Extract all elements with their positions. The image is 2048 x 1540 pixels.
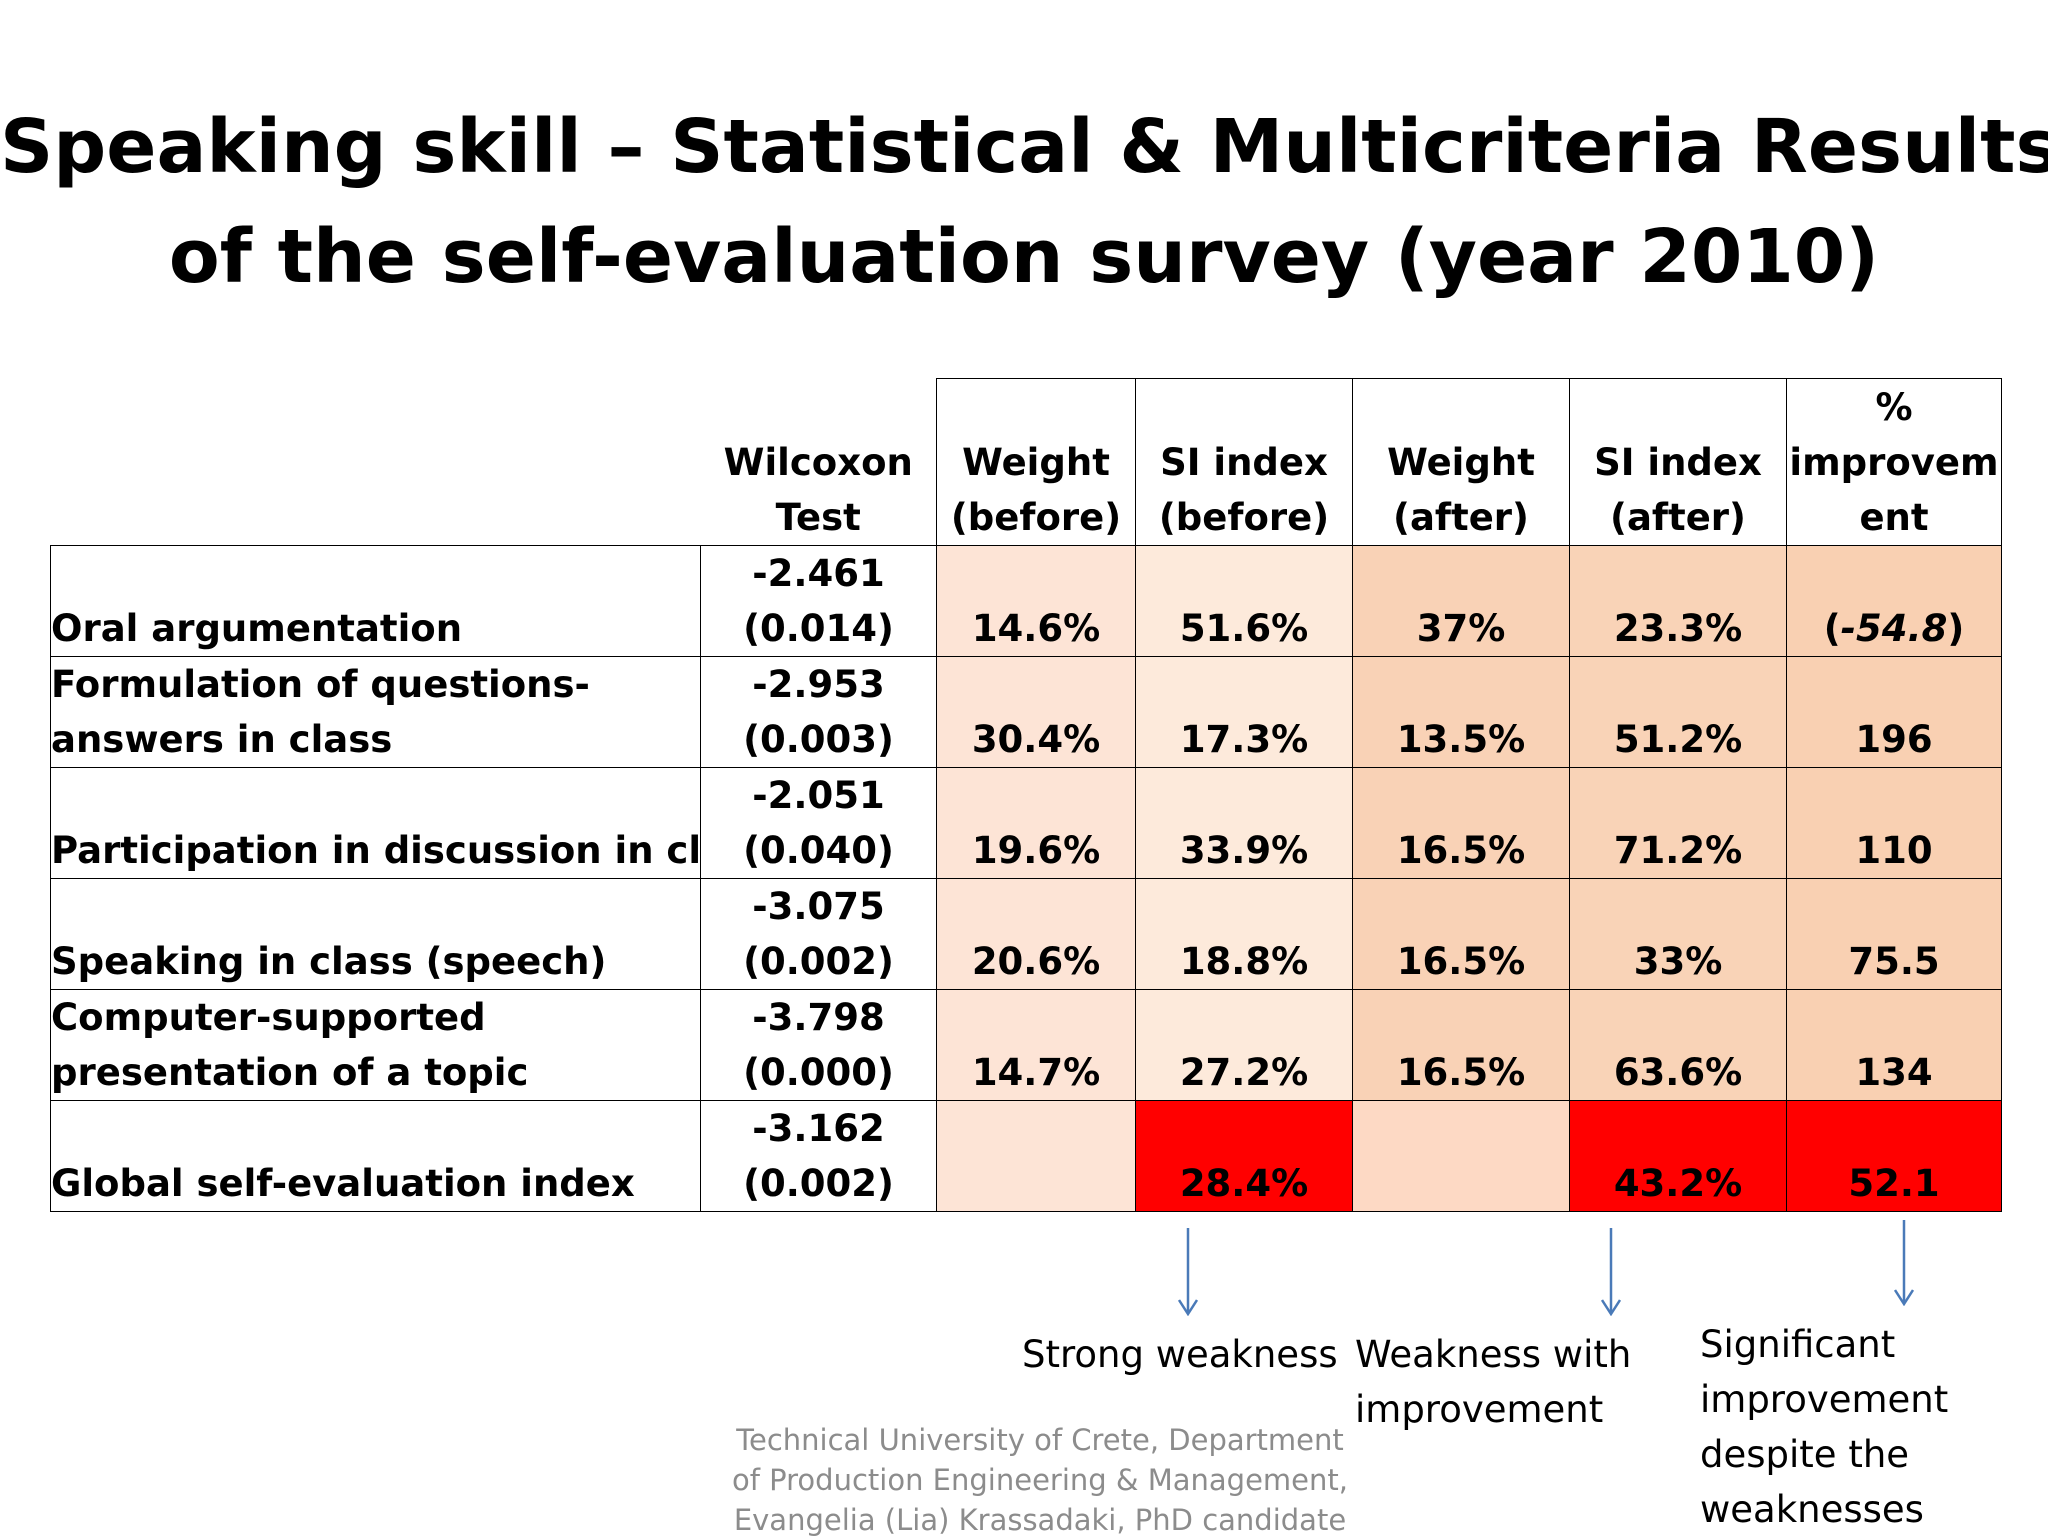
- weight-before-cell: 30.4%: [936, 656, 1136, 768]
- criterion-cell: Global self-evaluation index: [50, 1100, 701, 1212]
- weight-before-cell: 19.6%: [936, 767, 1136, 879]
- si-after-cell: 23.3%: [1569, 545, 1787, 657]
- weight-after-cell: 16.5%: [1352, 878, 1570, 990]
- footer-credit: Technical University of Crete, Departmen…: [732, 1423, 1348, 1537]
- note-strong-weakness: Strong weakness: [1022, 1333, 1338, 1376]
- down-arrow-icon: [1894, 1220, 1914, 1306]
- si-before-cell: 33.9%: [1135, 767, 1353, 879]
- header-weight-after: Weight (after): [1352, 378, 1570, 546]
- si-after-cell: 71.2%: [1569, 767, 1787, 879]
- improvement-cell: 134: [1786, 989, 2002, 1101]
- header-criterion: [51, 379, 701, 546]
- improvement-cell-highlight: 52.1: [1786, 1100, 2002, 1212]
- si-after-cell: 63.6%: [1569, 989, 1787, 1101]
- si-after-cell-highlight: 43.2%: [1569, 1100, 1787, 1212]
- wilcoxon-cell: -2.461 (0.014): [700, 545, 937, 657]
- header-si-before: SI index (before): [1135, 378, 1353, 546]
- si-after-cell: 51.2%: [1569, 656, 1787, 768]
- header-improvement: % improvem ent: [1786, 378, 2002, 546]
- weight-after-cell: [1352, 1100, 1570, 1212]
- improvement-cell: 196: [1786, 656, 2002, 768]
- criterion-cell: Oral argumentation: [50, 545, 701, 657]
- si-before-cell: 17.3%: [1135, 656, 1353, 768]
- weight-after-cell: 16.5%: [1352, 767, 1570, 879]
- weight-before-cell: 14.6%: [936, 545, 1136, 657]
- wilcoxon-cell: -2.051 (0.040): [700, 767, 937, 879]
- criterion-cell: Computer-supported presentation of a topi…: [50, 989, 701, 1101]
- slide-title: Speaking skill – Statistical & Multicrit…: [0, 92, 2048, 312]
- improvement-cell: 110: [1786, 767, 2002, 879]
- improvement-cell: 75.5: [1786, 878, 2002, 990]
- si-before-cell: 51.6%: [1135, 545, 1353, 657]
- weight-after-cell: 37%: [1352, 545, 1570, 657]
- table-row: Computer-supported presentation of a topi…: [50, 989, 2002, 1101]
- weight-after-cell: 13.5%: [1352, 656, 1570, 768]
- weight-before-cell: [936, 1100, 1136, 1212]
- si-after-cell: 33%: [1569, 878, 1787, 990]
- note-significant-improvement: Significant improvement despite the weak…: [1700, 1323, 1949, 1531]
- table-row: Formulation of questions-answers in clas…: [50, 656, 2002, 768]
- weight-before-cell: 14.7%: [936, 989, 1136, 1101]
- note-weakness-with-improvement: Weakness with improvement: [1355, 1333, 1632, 1431]
- down-arrow-icon: [1178, 1228, 1198, 1316]
- slide-title-line-1: Speaking skill – Statistical & Multicrit…: [0, 104, 2048, 190]
- wilcoxon-cell: -3.075 (0.002): [700, 878, 937, 990]
- header-weight-before: Weight (before): [936, 378, 1136, 546]
- slide-title-line-2: of the self-evaluation survey (year 2010…: [168, 214, 1880, 300]
- results-table: Wilcoxon Test Weight (before) SI index (…: [50, 378, 2002, 1212]
- table-row-global: Global self-evaluation index -3.162 (0.00…: [50, 1100, 2002, 1212]
- si-before-cell-highlight: 28.4%: [1135, 1100, 1353, 1212]
- wilcoxon-cell: -3.162 (0.002): [700, 1100, 937, 1212]
- header-si-after: SI index (after): [1569, 378, 1787, 546]
- down-arrow-icon: [1601, 1228, 1621, 1316]
- si-before-cell: 18.8%: [1135, 878, 1353, 990]
- header-row: Wilcoxon Test Weight (before) SI index (…: [51, 378, 2002, 546]
- wilcoxon-cell: -2.953 (0.003): [700, 656, 937, 768]
- si-before-cell: 27.2%: [1135, 989, 1353, 1101]
- table-row: Speaking in class (speech) -3.075 (0.002)…: [50, 878, 2002, 990]
- criterion-cell: Participation in discussion in class: [50, 767, 701, 879]
- header-wilcoxon: Wilcoxon Test: [700, 378, 937, 546]
- criterion-cell: Speaking in class (speech): [50, 878, 701, 990]
- weight-before-cell: 20.6%: [936, 878, 1136, 990]
- table-row: Oral argumentation -2.461 (0.014) 14.6% 5…: [50, 545, 2002, 657]
- table-row: Participation in discussion in class -2.…: [50, 767, 2002, 879]
- criterion-cell: Formulation of questions-answers in clas…: [50, 656, 701, 768]
- wilcoxon-cell: -3.798 (0.000): [700, 989, 937, 1101]
- weight-after-cell: 16.5%: [1352, 989, 1570, 1101]
- improvement-cell: (-54.8): [1786, 545, 2002, 657]
